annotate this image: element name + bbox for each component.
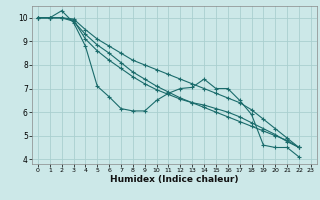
X-axis label: Humidex (Indice chaleur): Humidex (Indice chaleur) [110, 175, 239, 184]
